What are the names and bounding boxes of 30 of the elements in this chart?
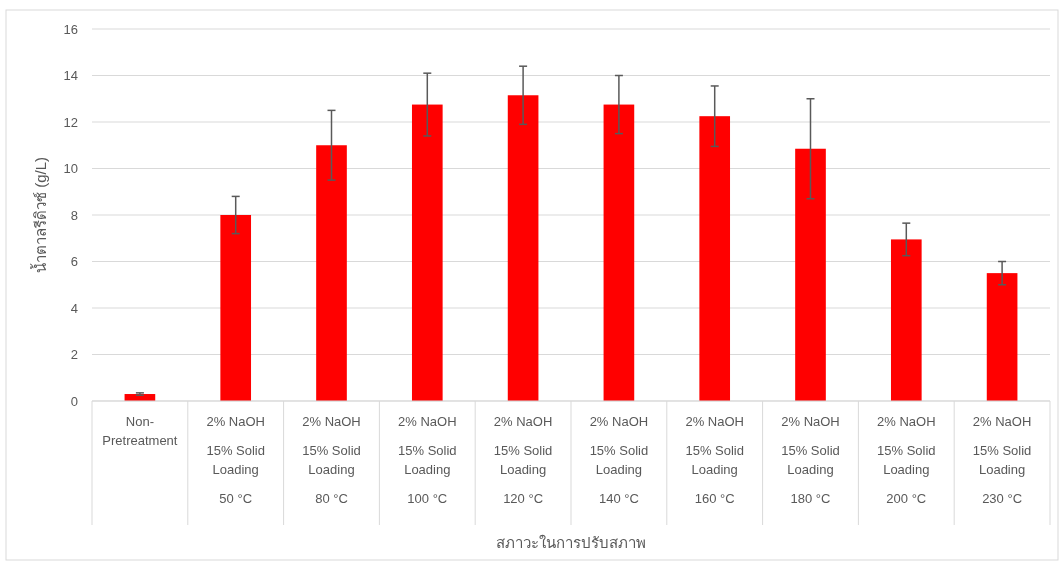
- y-tick-label: 0: [70, 393, 78, 409]
- x-tick-label: 2% NaOH 15% Solid Loading 120 °C: [493, 413, 553, 506]
- x-tick-label: 2% NaOH 15% Solid Loading 140 °C: [589, 413, 649, 506]
- y-tick-label: 10: [63, 161, 78, 177]
- x-tick-label: 2% NaOH 15% Solid Loading 180 °C: [781, 413, 840, 506]
- bar: [795, 148, 826, 401]
- bar: [699, 116, 731, 401]
- bar: [890, 239, 922, 401]
- y-tick-label: 14: [63, 68, 78, 84]
- x-tick-label: 2% NaOH 15% Solid Loading 80 °C: [302, 413, 361, 506]
- bar: [986, 273, 1018, 401]
- bar: [603, 104, 635, 401]
- bar: [316, 145, 347, 401]
- y-tick-label: 12: [63, 114, 78, 130]
- bar: [411, 104, 443, 401]
- bar: [507, 95, 539, 401]
- x-tick-label: Non- Pretreatment: [102, 413, 178, 448]
- x-tick-label: 2% NaOH 15% Solid Loading 200 °C: [877, 413, 936, 506]
- y-tick-label: 6: [70, 254, 78, 270]
- x-axis-title: สภาวะในการปรับสภาพ: [496, 534, 646, 551]
- x-tick-label: 2% NaOH 15% Solid Loading 230 °C: [972, 413, 1032, 506]
- y-tick-label: 4: [70, 300, 78, 316]
- y-axis-title: น้ำตาลรีดิวซ์ (g/L): [30, 156, 49, 274]
- y-tick-label: 8: [70, 207, 78, 223]
- x-tick-label: 2% NaOH 15% Solid Loading 160 °C: [685, 413, 744, 506]
- x-tick-label: 2% NaOH 15% Solid Loading 50 °C: [206, 413, 265, 506]
- x-tick-label: 2% NaOH 15% Solid Loading 100 °C: [398, 413, 457, 506]
- y-tick-label: 2: [70, 347, 78, 363]
- y-tick-label: 16: [63, 21, 78, 37]
- bar: [220, 215, 252, 401]
